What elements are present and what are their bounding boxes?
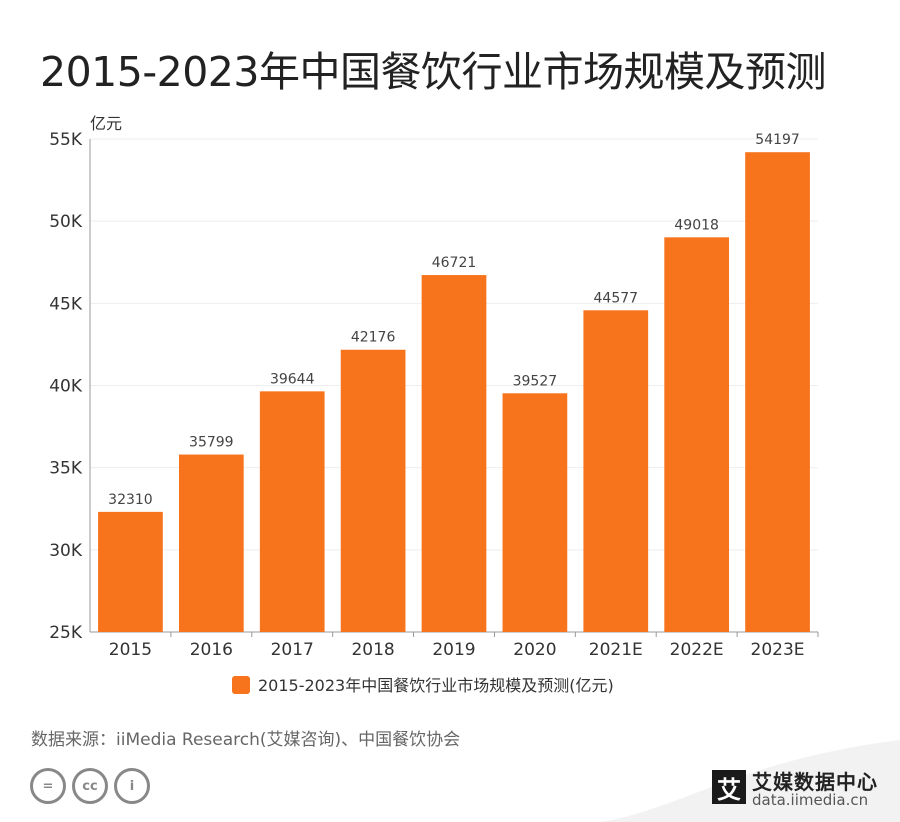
x-tick-label: 2017: [271, 640, 314, 660]
decorative-wave: [600, 740, 900, 822]
data-label: 39644: [270, 371, 315, 387]
x-tick-label: 2015: [109, 640, 152, 660]
brand-logo-icon: 艾: [712, 770, 746, 804]
x-tick-label: 2021E: [589, 640, 643, 660]
bar: [178, 454, 244, 632]
x-tick-label: 2018: [351, 640, 394, 660]
bar: [340, 349, 406, 632]
data-label: 42176: [351, 330, 396, 346]
bar: [98, 511, 163, 632]
y-tick-label: 50K: [49, 212, 83, 232]
y-axis-label: 亿元: [90, 114, 122, 133]
y-tick-label: 55K: [49, 130, 83, 150]
y-tick-label: 40K: [49, 377, 83, 397]
data-label: 39527: [513, 373, 558, 389]
y-tick-label: 30K: [49, 541, 83, 561]
bar: [502, 393, 568, 632]
data-label: 32310: [108, 492, 153, 508]
bar: [745, 152, 810, 632]
data-label: 54197: [755, 132, 800, 148]
source-note: 数据来源：iiMedia Research(艾媒咨询)、中国餐饮协会: [31, 730, 461, 750]
x-tick-label: 2016: [190, 640, 233, 660]
legend-swatch: [232, 676, 250, 694]
cc-nd-icon: =: [30, 768, 66, 804]
legend-label: 2015-2023年中国餐饮行业市场规模及预测(亿元): [258, 676, 614, 695]
x-tick-label: 2019: [432, 640, 475, 660]
cc-by-icon: i: [114, 768, 150, 804]
y-tick-label: 45K: [49, 294, 83, 314]
bar: [259, 391, 325, 632]
license-icons: = cc i: [30, 768, 150, 804]
data-label: 46721: [432, 255, 477, 271]
cc-logo-icon: cc: [72, 768, 108, 804]
bar: [421, 275, 487, 632]
y-tick-label: 35K: [49, 459, 83, 479]
brand-name: 艾媒数据中心: [752, 770, 878, 794]
bar: [664, 237, 730, 632]
y-tick-label: 25K: [49, 623, 83, 643]
data-label: 35799: [189, 435, 234, 451]
page-title: 2015-2023年中国餐饮行业市场规模及预测: [40, 48, 826, 96]
brand-url: data.iimedia.cn: [752, 791, 869, 809]
x-tick-label: 2020: [513, 640, 556, 660]
x-tick-label: 2023E: [751, 640, 805, 660]
x-tick-label: 2022E: [670, 640, 724, 660]
bar: [583, 310, 649, 632]
data-label: 44577: [594, 290, 639, 306]
data-label: 49018: [674, 217, 719, 233]
